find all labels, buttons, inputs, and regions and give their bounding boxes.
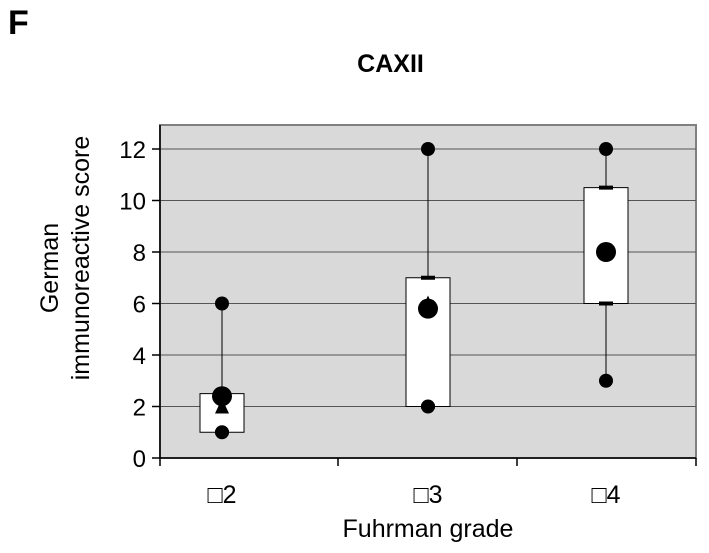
mean-point [418,299,438,319]
mean-point [212,386,232,406]
min-point [599,374,613,388]
min-point [421,400,435,414]
x-axis-label: Fuhrman grade [343,515,514,543]
max-point [421,142,435,156]
max-point [599,142,613,156]
quartile-marker [599,302,613,306]
y-tick-label: 12 [119,137,146,164]
quartile-marker [599,186,613,190]
max-point [215,297,229,311]
min-point [215,425,229,439]
x-tick-label: □3 [413,481,442,509]
y-tick-label: 8 [133,240,146,267]
y-axis-label-line-1: German [36,223,64,313]
quartile-marker [421,276,435,280]
y-tick-label: 6 [133,292,146,319]
y-axis-label-line-2: immunoreactive score [67,136,95,381]
y-tick-label: 0 [133,446,146,473]
y-tick-label: 10 [119,189,146,216]
mean-point [596,242,616,262]
x-tick-label: □4 [591,481,620,509]
y-tick-label: 2 [133,395,146,422]
y-tick-label: 4 [133,343,146,370]
x-tick-label: □2 [207,481,236,509]
